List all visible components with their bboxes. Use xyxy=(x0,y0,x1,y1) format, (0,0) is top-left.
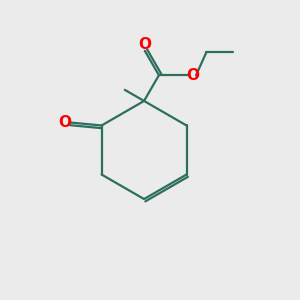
Text: O: O xyxy=(138,37,151,52)
Text: O: O xyxy=(58,115,71,130)
Text: O: O xyxy=(187,68,200,83)
